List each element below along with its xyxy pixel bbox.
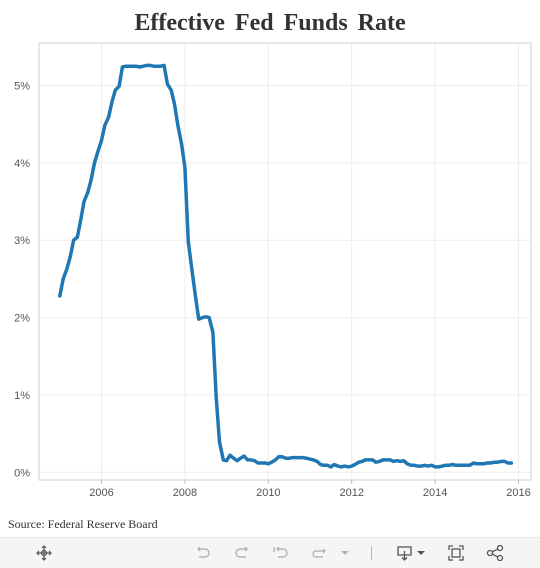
source-note: Source: Federal Reserve Board	[8, 517, 158, 531]
x-tick-label: 2012	[339, 487, 363, 499]
y-axis-ticks: 0% 1% 2% 3% 4% 5%	[14, 81, 30, 480]
x-tick-label: 2010	[256, 487, 280, 499]
dropdown-icon[interactable]	[338, 545, 356, 561]
line-chart: 0% 1% 2% 3% 4% 5% 2006 2008 2010 2012 2014 2016	[14, 42, 532, 499]
undo-icon[interactable]	[194, 545, 212, 561]
x-tick-label: 2008	[173, 487, 197, 499]
y-tick-label: 0%	[14, 467, 30, 479]
x-axis-ticks: 2006 2008 2010 2012 2014 2016	[89, 480, 531, 499]
chart-title: Effective Fed Funds Rate	[134, 10, 406, 36]
y-tick-label: 2%	[14, 313, 30, 325]
grid-lines	[39, 43, 531, 480]
y-tick-label: 3%	[14, 235, 30, 247]
share-icon[interactable]	[486, 545, 504, 561]
refresh-icon[interactable]	[310, 545, 328, 561]
download-icon[interactable]	[396, 545, 426, 561]
x-tick-label: 2014	[423, 487, 447, 499]
toolbar	[0, 537, 540, 568]
redo-icon[interactable]	[233, 545, 251, 561]
fullscreen-icon[interactable]	[447, 545, 465, 561]
revert-icon[interactable]	[272, 545, 290, 561]
y-tick-label: 5%	[14, 81, 30, 93]
plot-frame	[38, 42, 532, 481]
y-tick-label: 1%	[14, 390, 30, 402]
rate-series-line	[58, 63, 514, 469]
y-tick-label: 4%	[14, 158, 30, 170]
x-tick-label: 2016	[506, 487, 530, 499]
toolbar-separator	[371, 546, 372, 560]
move-icon[interactable]	[35, 545, 53, 561]
x-tick-label: 2006	[89, 487, 113, 499]
